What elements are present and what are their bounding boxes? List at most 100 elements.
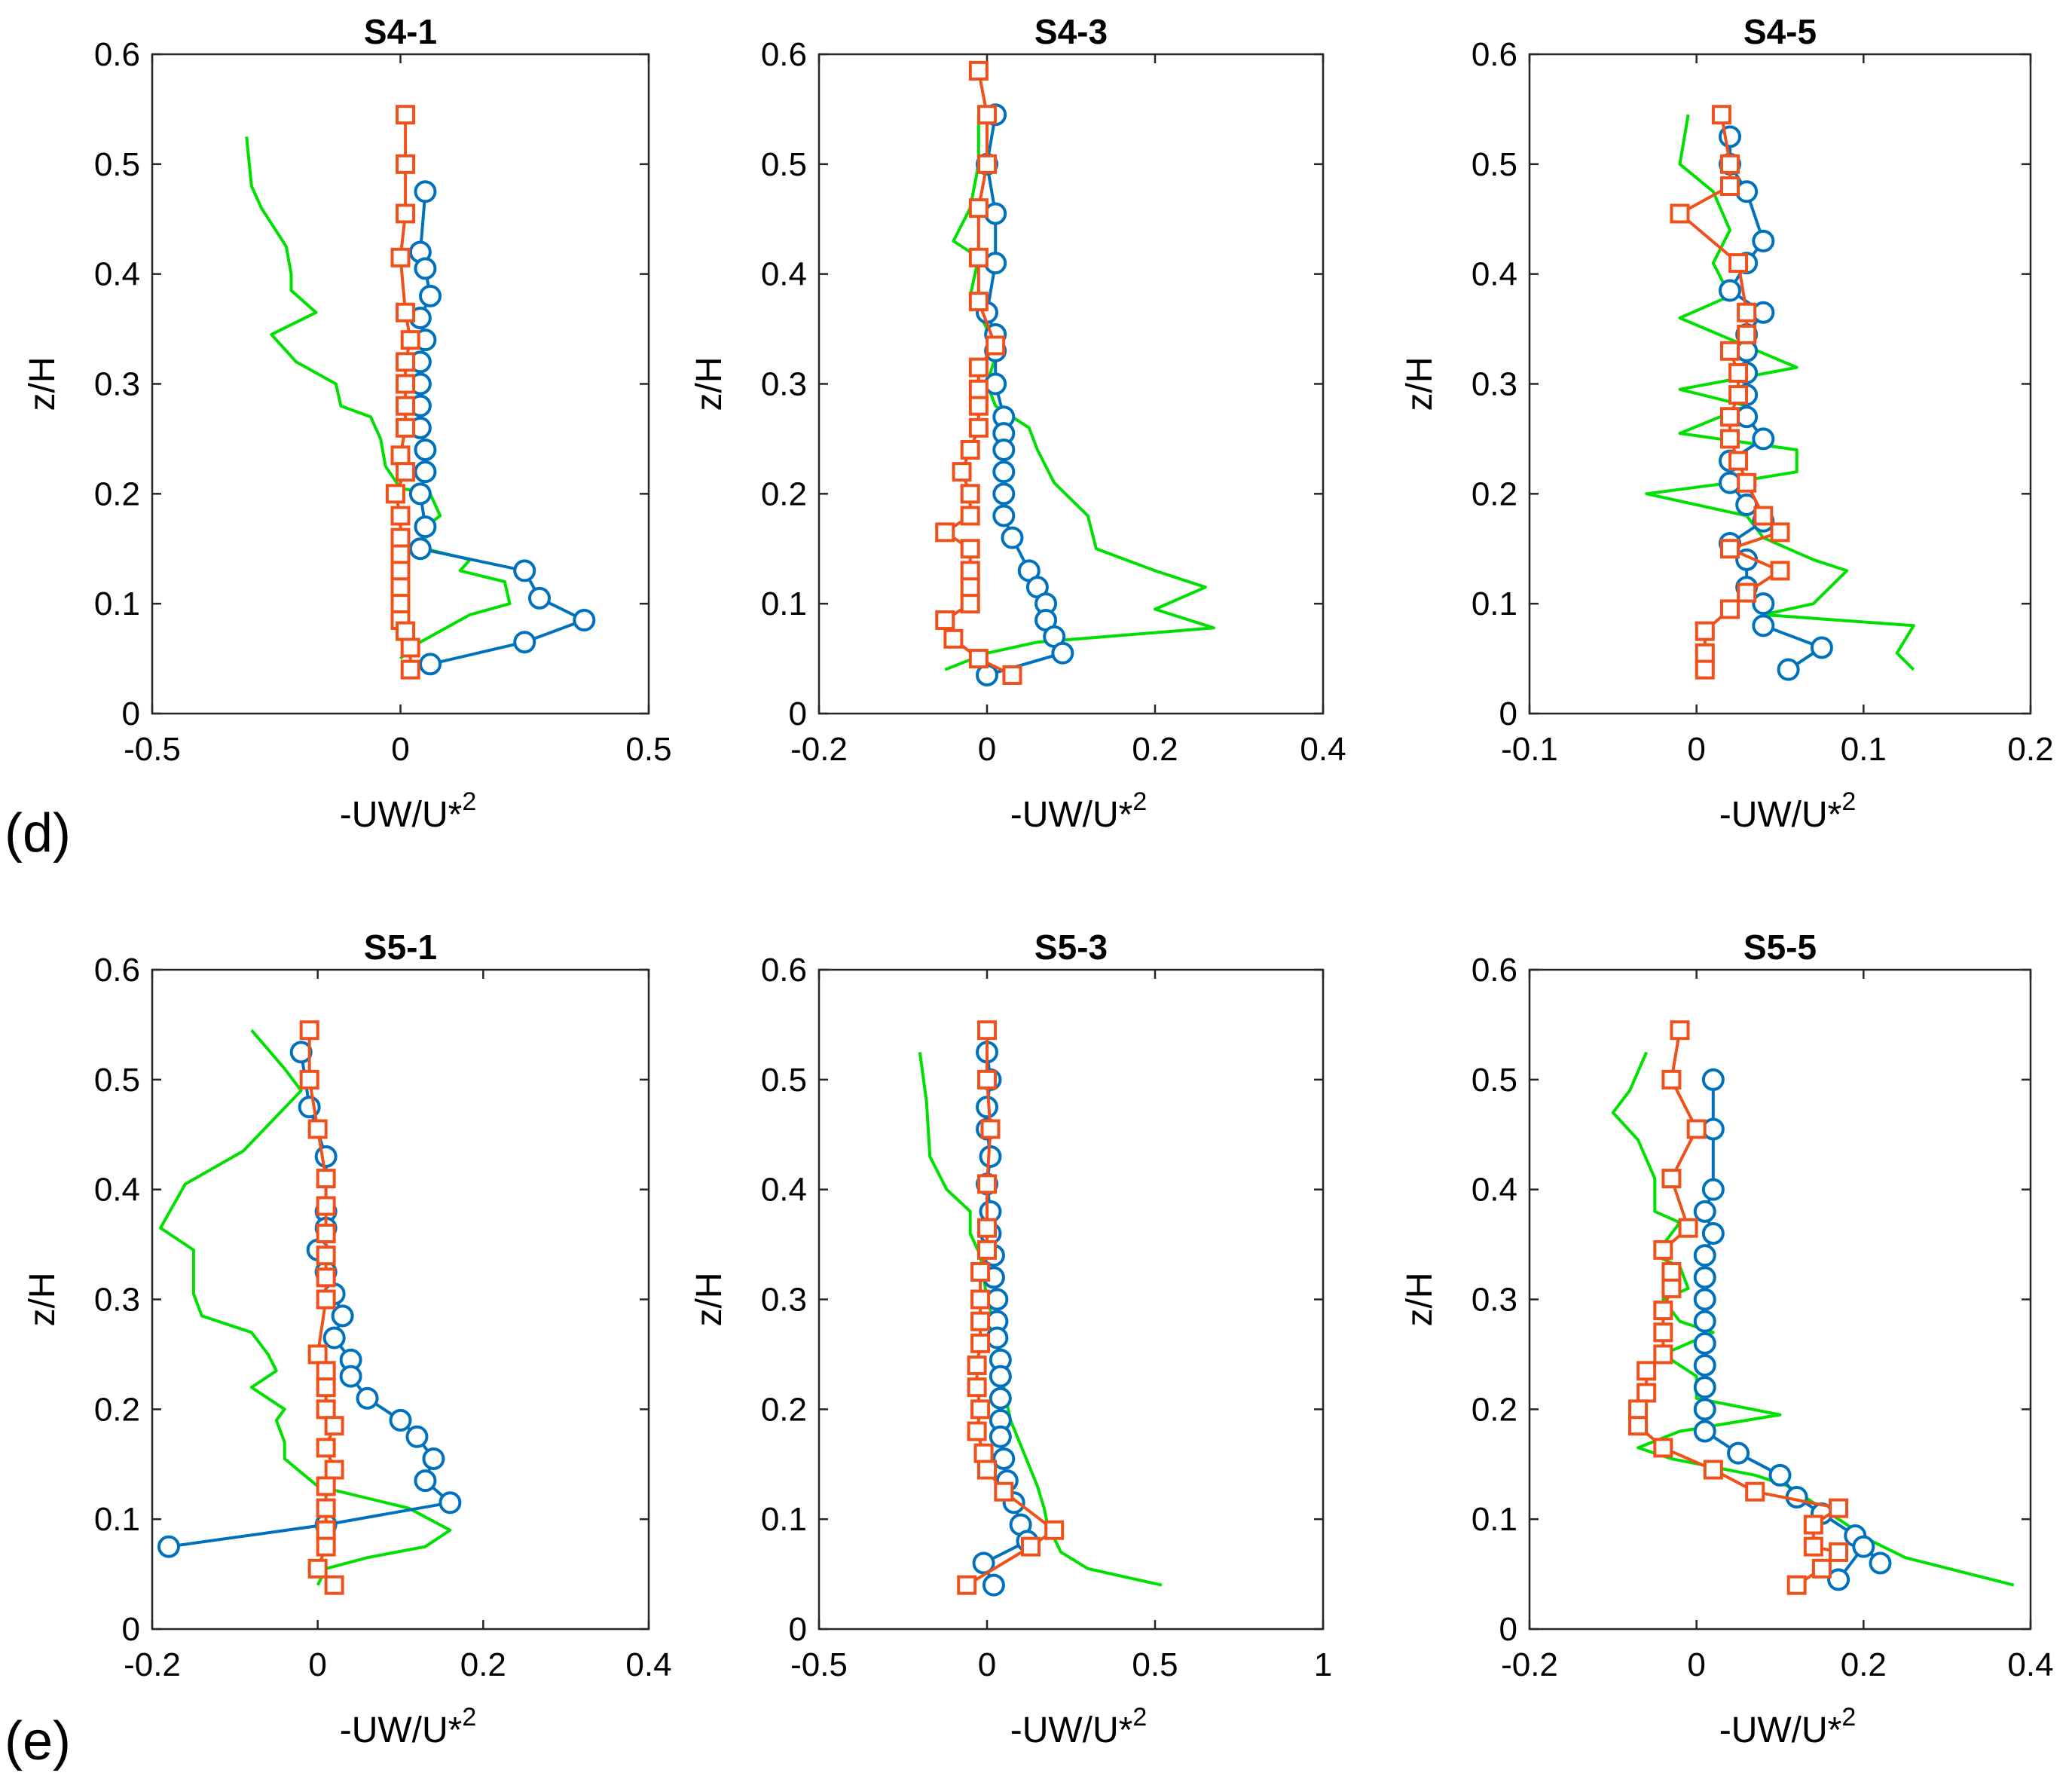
data-point-orange <box>1728 385 1749 405</box>
data-point-blue <box>573 609 596 632</box>
data-point-blue <box>1693 1266 1716 1289</box>
data-point-orange <box>396 105 416 125</box>
x-axis-label: -UW/U*2 <box>1719 1703 1857 1750</box>
data-point-blue <box>1768 1463 1792 1487</box>
series-green <box>944 115 1215 671</box>
y-axis-label: z/H <box>689 357 729 411</box>
data-point-orange <box>1770 561 1790 581</box>
data-point-orange <box>967 1356 987 1375</box>
data-point-orange <box>968 379 989 399</box>
data-point-orange <box>324 1575 344 1595</box>
y-axis-label: z/H <box>689 1273 729 1327</box>
x-tick-label: 0 <box>978 1646 996 1683</box>
chart-title: S5-5 <box>1743 928 1817 967</box>
data-point-blue <box>528 586 552 610</box>
plot-area <box>1528 968 2032 1631</box>
y-tick-label: 0 <box>789 1611 807 1648</box>
data-point-orange <box>400 637 420 658</box>
data-point-orange <box>396 374 416 394</box>
y-tick-label: 0.3 <box>1471 1282 1517 1319</box>
data-point-orange <box>1728 362 1749 383</box>
x-tick-label: 0.4 <box>1300 731 1346 768</box>
series-line-green <box>245 136 512 660</box>
data-point-blue <box>408 537 432 561</box>
y-axis-label: z/H <box>23 1273 63 1327</box>
data-point-orange <box>1628 1416 1649 1436</box>
data-point-blue <box>1701 1178 1725 1201</box>
data-point-orange <box>396 396 416 416</box>
data-point-blue <box>1735 180 1759 203</box>
data-point-blue <box>414 515 437 539</box>
data-point-orange <box>390 527 411 548</box>
data-point-orange <box>396 203 416 224</box>
panel-label-e: (e) <box>5 1711 71 1771</box>
data-point-orange <box>968 396 989 416</box>
data-point-orange <box>1720 176 1740 196</box>
data-point-orange <box>1737 302 1757 322</box>
data-point-orange <box>316 1536 336 1557</box>
data-point-blue <box>331 1304 354 1328</box>
data-point-orange <box>977 1069 997 1090</box>
data-point-blue <box>1752 592 1775 616</box>
y-tick-label: 0.3 <box>761 1282 807 1319</box>
data-point-orange <box>968 60 989 81</box>
y-tick-label: 0.5 <box>94 146 140 183</box>
data-point-blue <box>1701 1068 1725 1091</box>
data-point-blue <box>356 1386 379 1410</box>
data-point-blue <box>314 1145 338 1168</box>
y-tick-label: 0.1 <box>1471 1501 1517 1538</box>
y-tick-label: 0 <box>122 695 140 732</box>
y-tick-label: 0.2 <box>94 475 140 512</box>
data-point-orange <box>390 506 411 526</box>
data-point-orange <box>299 1069 319 1090</box>
x-axis-label-base: -UW/U* <box>1719 795 1842 835</box>
series-blue <box>408 180 596 676</box>
data-point-blue <box>1693 1354 1716 1377</box>
series-blue <box>1693 1068 1892 1591</box>
x-tick-label: -0.5 <box>790 1646 848 1683</box>
data-point-orange <box>1720 429 1740 449</box>
data-point-orange <box>1686 1119 1707 1139</box>
panel-label-d: (d) <box>5 803 71 864</box>
x-axis-label: -UW/U*2 <box>1010 1703 1148 1750</box>
chart-title: S4-5 <box>1743 12 1817 51</box>
data-point-orange <box>1728 253 1749 274</box>
chart-title: S4-1 <box>364 12 437 51</box>
data-point-blue <box>992 504 1016 527</box>
data-point-blue <box>1719 279 1741 302</box>
data-point-blue <box>1701 1117 1725 1141</box>
x-tick-label: 0.1 <box>1841 731 1887 768</box>
data-point-orange <box>390 561 411 581</box>
data-point-orange <box>316 1169 336 1189</box>
data-point-orange <box>1661 1169 1682 1189</box>
data-point-orange <box>316 1498 336 1518</box>
series-blue <box>976 103 1074 686</box>
y-tick-label: 0.3 <box>761 366 807 403</box>
data-point-orange <box>960 484 980 504</box>
x-axis-label-superscript: 2 <box>1132 787 1147 816</box>
y-tick-label: 0 <box>122 1611 140 1648</box>
data-point-orange <box>1661 1069 1682 1090</box>
y-tick-label: 0 <box>1499 1611 1517 1648</box>
y-tick-label: 0.4 <box>761 1172 807 1209</box>
data-point-blue <box>414 180 437 203</box>
data-point-orange <box>316 1224 336 1243</box>
x-tick-label: 0 <box>978 731 996 768</box>
data-point-blue <box>972 1551 995 1575</box>
data-point-orange <box>967 1421 987 1441</box>
data-point-blue <box>419 284 442 307</box>
data-point-orange <box>977 154 997 174</box>
x-axis-label-base: -UW/U* <box>340 1710 463 1750</box>
data-point-orange <box>396 352 416 372</box>
data-point-orange <box>1829 1498 1849 1518</box>
chart-panel-s5-3: -0.5 0 0.5 100.10.20.30.40.50.6S5-3-UW/U*2z… <box>689 928 1332 1750</box>
series-green <box>159 1029 452 1586</box>
chart-panel-s4-3: -0.2 0 0.2 0.400.10.20.30.40.50.6S4-3-UW/U*… <box>689 12 1346 835</box>
data-point-orange <box>1770 522 1790 543</box>
data-point-blue <box>422 1447 445 1470</box>
data-point-orange <box>1720 407 1740 427</box>
x-axis-label: -UW/U*2 <box>1010 787 1148 835</box>
series-orange <box>935 60 1022 685</box>
data-point-blue <box>1727 1441 1750 1465</box>
y-tick-label: 0.6 <box>94 952 140 989</box>
